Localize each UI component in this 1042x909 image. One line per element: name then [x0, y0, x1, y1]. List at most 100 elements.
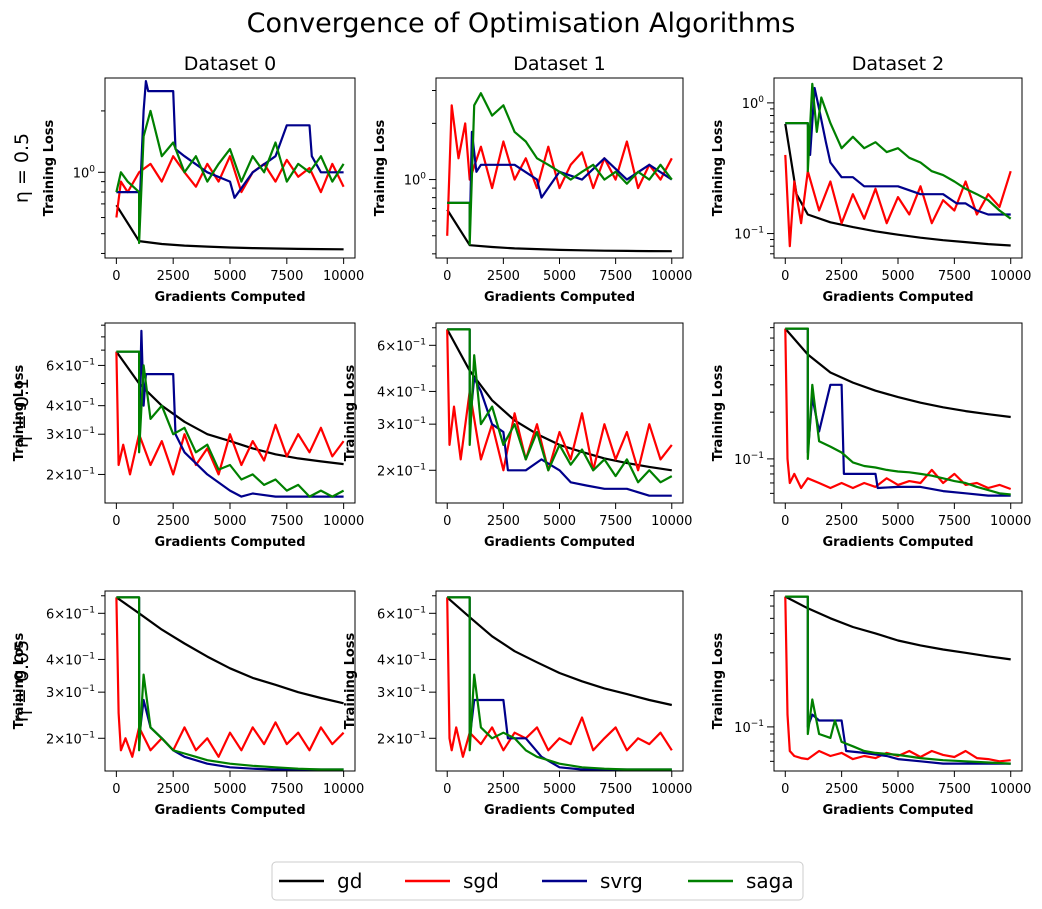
series-line-saga [447, 92, 673, 246]
x-tick-label: 5000 [543, 514, 576, 529]
series-line-saga [447, 328, 673, 484]
x-axis-label: Gradients Computed [484, 803, 635, 818]
subplot-r1-c2: 0 2500 5000 7500 10000 10−1 Gradients Computed… [711, 322, 1031, 550]
x-tick-label: 2500 [157, 514, 190, 529]
series-line-sgd [446, 329, 673, 472]
x-tick-label: 10000 [323, 782, 364, 797]
x-tick-label: 0 [112, 782, 120, 797]
y-tick-label: 6×10−1 [46, 357, 95, 374]
x-tick-label: 0 [443, 782, 451, 797]
y-tick-label: 10−1 [734, 451, 764, 468]
subplot-r1-c0: 0 2500 5000 7500 10000 6×10−1 4×10−1 3×10−1 2×10… [12, 322, 364, 550]
row-label: η = 0.1 [11, 378, 33, 448]
series-line-saga [116, 596, 344, 771]
x-axis-label: Gradients Computed [154, 290, 305, 305]
y-tick-label: 4×10−1 [46, 398, 95, 415]
subplot-r0-c1: 0 2500 5000 7500 10000 100 Gradients Computed T… [373, 53, 692, 305]
x-tick-label: 0 [112, 514, 120, 529]
row-label: η = 0.5 [11, 133, 33, 203]
x-tick-label: 5000 [213, 782, 246, 797]
series-line-sgd [446, 104, 673, 236]
series-line-gd [115, 204, 344, 251]
series-group [784, 82, 1012, 248]
y-tick-label: 2×10−1 [377, 462, 426, 479]
column-title: Dataset 0 [184, 53, 277, 75]
series-line-gd [446, 209, 672, 253]
series-line-sgd [446, 597, 673, 758]
y-axis-label: Training Loss [12, 632, 27, 729]
y-axis-label: Training Loss [373, 119, 388, 216]
x-tick-label: 2500 [157, 269, 190, 284]
x-tick-label: 5000 [881, 782, 914, 797]
x-tick-label: 10000 [651, 514, 692, 529]
x-tick-label: 7500 [270, 782, 303, 797]
legend: gd sgd svrg saga [271, 861, 804, 901]
y-tick-label: 10−1 [734, 719, 764, 736]
y-tick-label: 3×10−1 [377, 416, 426, 433]
x-axis-label: Gradients Computed [822, 535, 973, 550]
x-tick-label: 10000 [651, 269, 692, 284]
series-line-gd [115, 350, 344, 466]
series-line-svrg [116, 329, 344, 498]
y-axis-label: Training Loss [42, 119, 57, 216]
series-line-sgd [115, 155, 345, 218]
subplot-r2-c0: 0 2500 5000 7500 10000 6×10−1 4×10−1 3×10−1 2×10… [12, 590, 364, 818]
x-tick-label: 7500 [938, 514, 971, 529]
y-tick-label: 6×10−1 [46, 605, 95, 622]
x-tick-label: 10000 [323, 269, 364, 284]
x-tick-label: 5000 [881, 514, 914, 529]
column-title: Dataset 1 [513, 53, 606, 75]
series-line-saga [115, 109, 345, 245]
series-line-svrg [116, 79, 344, 219]
x-tick-label: 2500 [487, 514, 520, 529]
x-tick-label: 10000 [990, 782, 1031, 797]
legend-label-svrg: svrg [600, 869, 643, 893]
series-group [115, 79, 345, 251]
series-line-sgd [784, 154, 1012, 248]
legend-label-saga: saga [746, 869, 794, 893]
legend-box [271, 861, 804, 901]
x-axis-label: Gradients Computed [484, 535, 635, 550]
series-line-svrg [785, 86, 1011, 216]
y-tick-label: 6×10−1 [377, 337, 426, 354]
series-group [784, 595, 1011, 765]
x-tick-label: 5000 [213, 269, 246, 284]
x-tick-label: 2500 [825, 269, 858, 284]
series-line-gd [446, 328, 672, 472]
series-group [115, 596, 345, 771]
series-group [446, 596, 673, 771]
x-tick-label: 10000 [323, 514, 364, 529]
x-tick-label: 10000 [990, 514, 1031, 529]
x-tick-label: 2500 [487, 782, 520, 797]
series-line-gd [115, 596, 344, 705]
x-axis-label: Gradients Computed [822, 290, 973, 305]
series-group [446, 92, 673, 253]
subplot-r0-c0: 0 2500 5000 7500 10000 100 Gradients Computed T… [42, 53, 364, 305]
legend-label-sgd: sgd [463, 869, 499, 893]
series-group [446, 328, 673, 497]
x-axis-label: Gradients Computed [154, 535, 305, 550]
y-axis-label: Training Loss [711, 119, 726, 216]
x-axis-label: Gradients Computed [822, 803, 973, 818]
y-tick-label: 3×10−1 [46, 684, 95, 701]
x-tick-label: 5000 [543, 269, 576, 284]
series-group [115, 329, 345, 498]
x-tick-label: 7500 [938, 782, 971, 797]
y-tick-label: 2×10−1 [46, 730, 95, 747]
series-line-sgd [115, 597, 345, 758]
plot-frame [773, 590, 1023, 772]
series-line-saga [785, 82, 1012, 220]
series-line-gd [784, 595, 1011, 661]
y-tick-label: 3×10−1 [377, 684, 426, 701]
series-line-svrg [116, 596, 344, 771]
series-line-saga [785, 327, 1011, 496]
x-tick-label: 0 [781, 269, 789, 284]
x-tick-label: 5000 [213, 514, 246, 529]
series-line-gd [784, 123, 1011, 247]
series-group [784, 327, 1012, 497]
figure-title: Convergence of Optimisation Algorithms [247, 8, 796, 39]
column-title: Dataset 2 [852, 53, 945, 75]
y-tick-label: 6×10−1 [377, 605, 426, 622]
